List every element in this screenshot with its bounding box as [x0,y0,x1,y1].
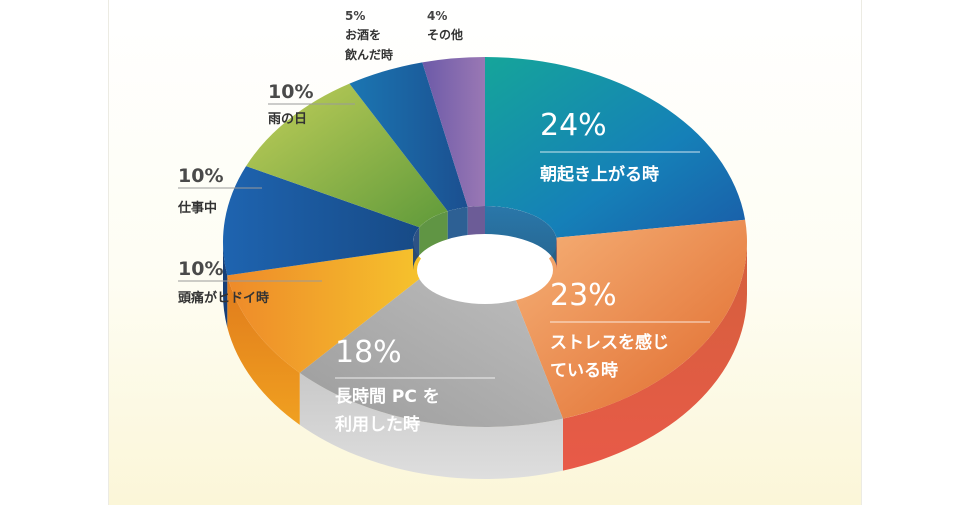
slice-5 [246,83,448,228]
slice-2 [299,267,563,427]
slice-label-1-line-1: ている時 [550,360,618,381]
slice-label-0-line-0: 朝起き上がる時 [540,164,659,185]
hole-wall-6 [447,207,468,240]
slice-side-4 [223,242,228,328]
center-hole-opening [417,236,553,304]
slice-percent-4: 10% [178,165,223,187]
hole-wall-7 [467,206,485,236]
slice-label-5-line-0: 雨の日 [268,112,307,127]
slice-label-1-line-0: ストレスを感じ [550,332,669,353]
slice-0 [485,57,746,238]
hole-wall-5 [419,211,448,256]
slice-percent-1: 23% [550,278,617,313]
slice-percent-3: 10% [178,258,223,280]
slice-1 [506,219,747,419]
slice-label-3-line-0: 頭痛がヒドイ時 [178,290,269,306]
slice-percent-0: 24% [540,108,607,143]
slice-percent-5: 10% [268,81,313,103]
slice-6 [349,62,468,212]
slice-label-6-line-0: お酒を [345,28,381,42]
slice-7 [422,57,485,208]
slice-label-4-line-0: 仕事中 [177,200,217,216]
slice-label-6-line-1: 飲んだ時 [344,47,393,62]
slice-percent-2: 18% [335,335,402,370]
slice-label-2-line-1: 利用した時 [335,414,420,435]
slice-side-2 [299,372,563,479]
hole-wall-4 [412,227,420,270]
hole-wall-1 [556,237,557,270]
slice-label-7-line-0: その他 [427,27,463,42]
slice-side-3 [227,275,300,425]
slice-side-1 [562,242,747,471]
slice-3 [227,248,435,373]
hole-wall-0 [485,206,557,266]
slice-percent-7: 4% [427,9,447,23]
slice-4 [223,166,420,276]
slice-percent-6: 5% [345,9,365,23]
slice-label-2-line-0: 長時間 PC を [335,386,440,407]
